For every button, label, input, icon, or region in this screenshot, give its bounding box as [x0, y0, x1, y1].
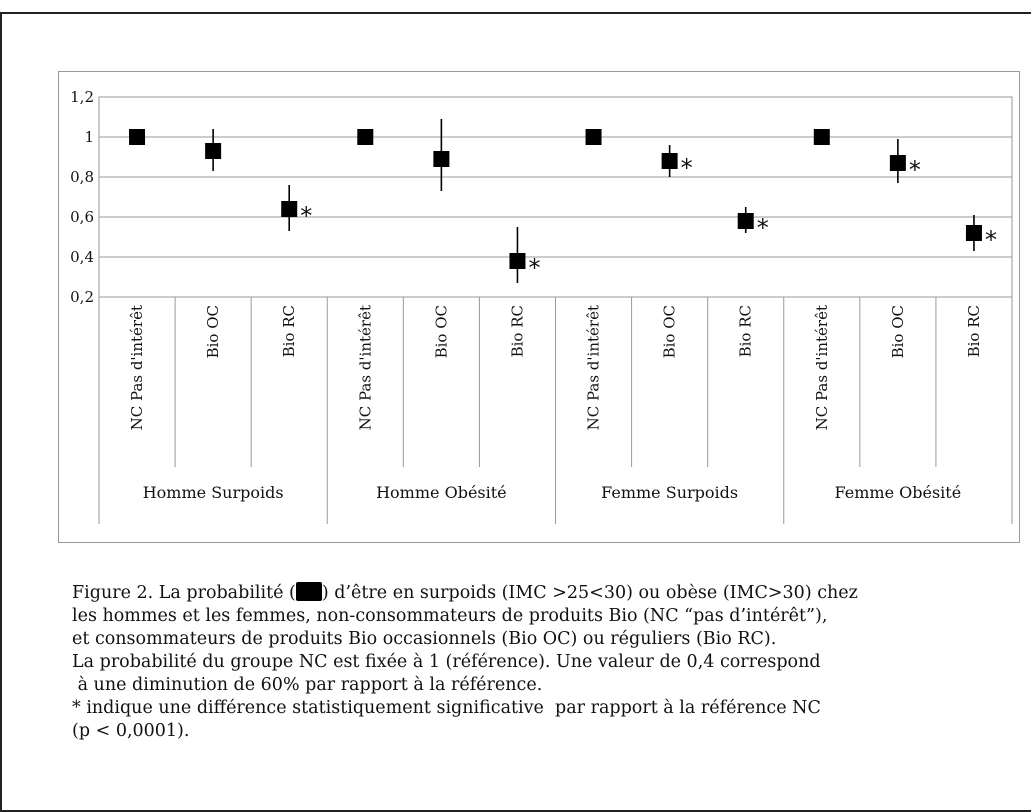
y-tick-label: 0,2: [70, 288, 94, 306]
x-group-label: Femme Surpoids: [601, 483, 738, 502]
x-category-label: NC Pas d'intérêt: [813, 305, 831, 430]
x-category-label: Bio OC: [204, 305, 222, 358]
x-category-label: NC Pas d'intérêt: [585, 305, 603, 430]
figure-frame: 0,2 0,4 0,6 0,8 1 1,2 NC Pas d'intérêt Bio OC Bi…: [0, 12, 1031, 812]
y-tick-label: 1,2: [70, 88, 94, 106]
x-category-label: Bio RC: [280, 305, 298, 357]
chart-container: 0,2 0,4 0,6 0,8 1 1,2 NC Pas d'intérêt Bio OC Bi…: [58, 71, 1020, 543]
data-point-marker: [129, 129, 146, 145]
legend-square-marker-icon: [295, 582, 322, 601]
caption-line-1: Figure 2. La probabilité ( ) d’être en su…: [72, 582, 1017, 605]
data-point-marker: [357, 129, 374, 145]
significance-star: *: [757, 214, 769, 242]
y-tick-label: 0,4: [70, 248, 94, 266]
data-point-marker: [813, 129, 830, 145]
data-point-marker: [433, 151, 450, 167]
figure-caption: Figure 2. La probabilité ( ) d’être en su…: [72, 582, 1017, 743]
y-tick-label: 1: [84, 128, 94, 146]
data-point-marker: [509, 253, 526, 269]
x-category-label: Bio OC: [661, 305, 679, 358]
data-point-marker: [661, 153, 678, 169]
significance-star: *: [528, 254, 540, 282]
data-point-marker: [281, 201, 298, 217]
x-category-label: Bio RC: [965, 305, 983, 357]
x-category-label: NC Pas d'intérêt: [356, 305, 374, 430]
caption-line-3: et consommateurs de produits Bio occasio…: [72, 629, 777, 649]
chart-svg: 0,2 0,4 0,6 0,8 1 1,2 NC Pas d'intérêt Bio OC Bi…: [70, 88, 1013, 524]
caption-line-6: * indique une différence statistiquement…: [72, 698, 821, 718]
plot-area: [98, 96, 1013, 298]
significance-star: *: [681, 154, 693, 182]
significance-star: *: [300, 202, 312, 230]
data-point-marker: [889, 155, 906, 171]
data-point-marker: [965, 225, 982, 241]
caption-line-5: à une diminution de 60% par rapport à la…: [72, 675, 543, 695]
data-point-marker: [737, 213, 754, 229]
y-tick-label: 0,8: [70, 168, 94, 186]
x-category-label: Bio RC: [737, 305, 755, 357]
caption-line-4: La probabilité du groupe NC est fixée à …: [72, 652, 821, 672]
significance-star: *: [909, 156, 921, 184]
x-group-label: Femme Obésité: [835, 483, 962, 502]
x-category-label: Bio OC: [432, 305, 450, 358]
caption-line-7: (p < 0,0001).: [72, 721, 190, 741]
data-point-marker: [205, 143, 222, 159]
x-category-label: Bio RC: [508, 305, 526, 357]
significance-star: *: [985, 226, 997, 254]
caption-line-2: les hommes et les femmes, non-consommate…: [72, 606, 828, 626]
x-group-label: Homme Obésité: [376, 483, 507, 502]
x-group-label: Homme Surpoids: [143, 483, 284, 502]
x-category-label: Bio OC: [889, 305, 907, 358]
y-tick-label: 0,6: [70, 208, 94, 226]
x-category-label: NC Pas d'intérêt: [128, 305, 146, 430]
caption-line-1-before: Figure 2. La probabilité (: [72, 583, 296, 603]
data-point-marker: [585, 129, 602, 145]
caption-line-1-after: ) d’être en surpoids (IMC >25<30) ou obè…: [321, 583, 858, 603]
